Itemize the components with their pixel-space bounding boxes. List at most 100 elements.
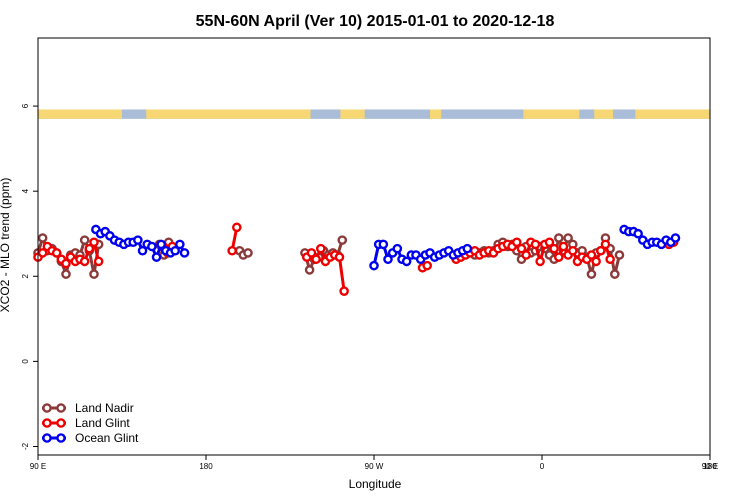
y-tick-label: 6: [21, 103, 30, 108]
land-mask-band: [38, 109, 710, 119]
data-point: [530, 239, 541, 250]
land-band-segment: [635, 109, 710, 119]
data-point: [392, 243, 403, 254]
x-axis-label: Longitude: [349, 477, 402, 491]
data-point: [591, 256, 601, 267]
legend-marker: [42, 403, 52, 413]
ocean-band: [38, 109, 710, 119]
data-point: [383, 254, 393, 265]
plot-series: [33, 222, 681, 296]
data-point: [378, 239, 389, 250]
data-point: [521, 250, 531, 260]
data-point: [549, 243, 559, 254]
y-tick-label: -2: [21, 442, 30, 450]
data-point: [554, 252, 564, 262]
data-point: [605, 254, 615, 265]
data-point: [175, 239, 185, 250]
data-point: [610, 269, 620, 279]
data-point: [156, 239, 166, 250]
legend-item: Ocean Glint: [42, 431, 139, 445]
y-tick-label: 0: [21, 359, 30, 364]
data-point: [558, 241, 569, 252]
land-band-segment: [430, 109, 442, 119]
x-tick-label: 90 E: [30, 462, 46, 471]
data-point: [586, 269, 597, 279]
data-point: [568, 245, 578, 256]
land-band-segment: [340, 109, 365, 119]
legend-item: Land Nadir: [42, 401, 134, 415]
data-point: [614, 250, 625, 260]
legend-label: Land Nadir: [75, 401, 134, 415]
land-band-segment: [594, 109, 613, 119]
data-point: [512, 237, 522, 248]
x-tick-label: 0: [540, 462, 545, 471]
series-land-glint: [33, 222, 679, 296]
chart-title: 55N-60N April (Ver 10) 2015-01-01 to 202…: [196, 13, 555, 30]
data-point: [137, 245, 148, 256]
y-axis-label: XCO2 - MLO trend (ppm): [0, 178, 12, 313]
data-point: [133, 235, 143, 245]
data-point: [462, 243, 473, 254]
data-point: [422, 260, 433, 271]
data-point: [401, 256, 412, 267]
data-point: [61, 269, 71, 279]
data-point: [600, 239, 611, 250]
legend-label: Ocean Glint: [75, 431, 139, 445]
data-point: [79, 256, 90, 267]
x-tick-label: 90 W: [365, 462, 384, 471]
data-point: [334, 252, 345, 262]
data-point: [89, 237, 99, 248]
series-ocean-glint: [91, 224, 681, 271]
data-point: [670, 233, 681, 243]
data-point: [37, 233, 48, 243]
data-point: [37, 248, 48, 258]
x-tick-label: 90 E: [702, 462, 718, 471]
data-point: [93, 256, 104, 267]
data-point: [304, 265, 315, 275]
data-point: [61, 258, 71, 269]
data-point: [147, 241, 157, 252]
data-point: [516, 243, 527, 254]
data-point: [369, 260, 379, 271]
data-point: [596, 245, 606, 256]
y-axis: -2 0 2 4 6: [21, 103, 38, 450]
data-point: [84, 243, 95, 254]
legend-marker: [56, 433, 66, 443]
data-point: [563, 233, 573, 243]
data-point: [51, 248, 62, 258]
y-tick-label: 2: [21, 274, 30, 279]
data-point: [554, 233, 564, 243]
data-point: [311, 254, 321, 265]
data-point: [633, 228, 643, 239]
data-point: [151, 252, 162, 262]
data-point: [243, 248, 253, 258]
legend-marker: [56, 403, 66, 413]
data-point: [231, 222, 242, 233]
legend-marker: [42, 433, 52, 443]
data-point: [179, 248, 190, 258]
x-tick-label: 180: [199, 462, 213, 471]
land-band-segment: [523, 109, 580, 119]
land-band-segment: [146, 109, 311, 119]
land-band-segment: [38, 109, 122, 119]
x-tick-label: 180: [703, 462, 717, 471]
data-point: [315, 243, 326, 254]
legend-marker: [42, 418, 52, 428]
data-point: [170, 245, 180, 256]
data-point: [89, 269, 99, 279]
data-point: [306, 248, 317, 258]
data-point: [339, 286, 349, 296]
y-tick-label: 4: [21, 188, 30, 193]
data-point: [79, 235, 90, 245]
data-point: [337, 235, 348, 245]
data-point: [227, 245, 237, 256]
data-point: [544, 237, 555, 248]
data-point: [586, 250, 597, 260]
legend-item: Land Glint: [42, 416, 130, 430]
data-point: [535, 256, 545, 267]
legend-label: Land Glint: [75, 416, 130, 430]
legend-marker: [56, 418, 66, 428]
